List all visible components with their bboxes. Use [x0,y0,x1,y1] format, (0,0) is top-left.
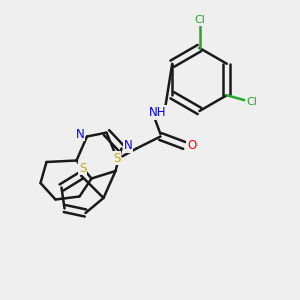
Text: S: S [113,152,121,165]
Text: Cl: Cl [246,97,257,107]
Text: N: N [124,139,133,152]
Text: NH: NH [149,106,166,119]
Text: N: N [76,128,85,141]
Text: Cl: Cl [194,15,205,26]
Text: O: O [187,139,196,152]
Text: S: S [79,161,86,175]
